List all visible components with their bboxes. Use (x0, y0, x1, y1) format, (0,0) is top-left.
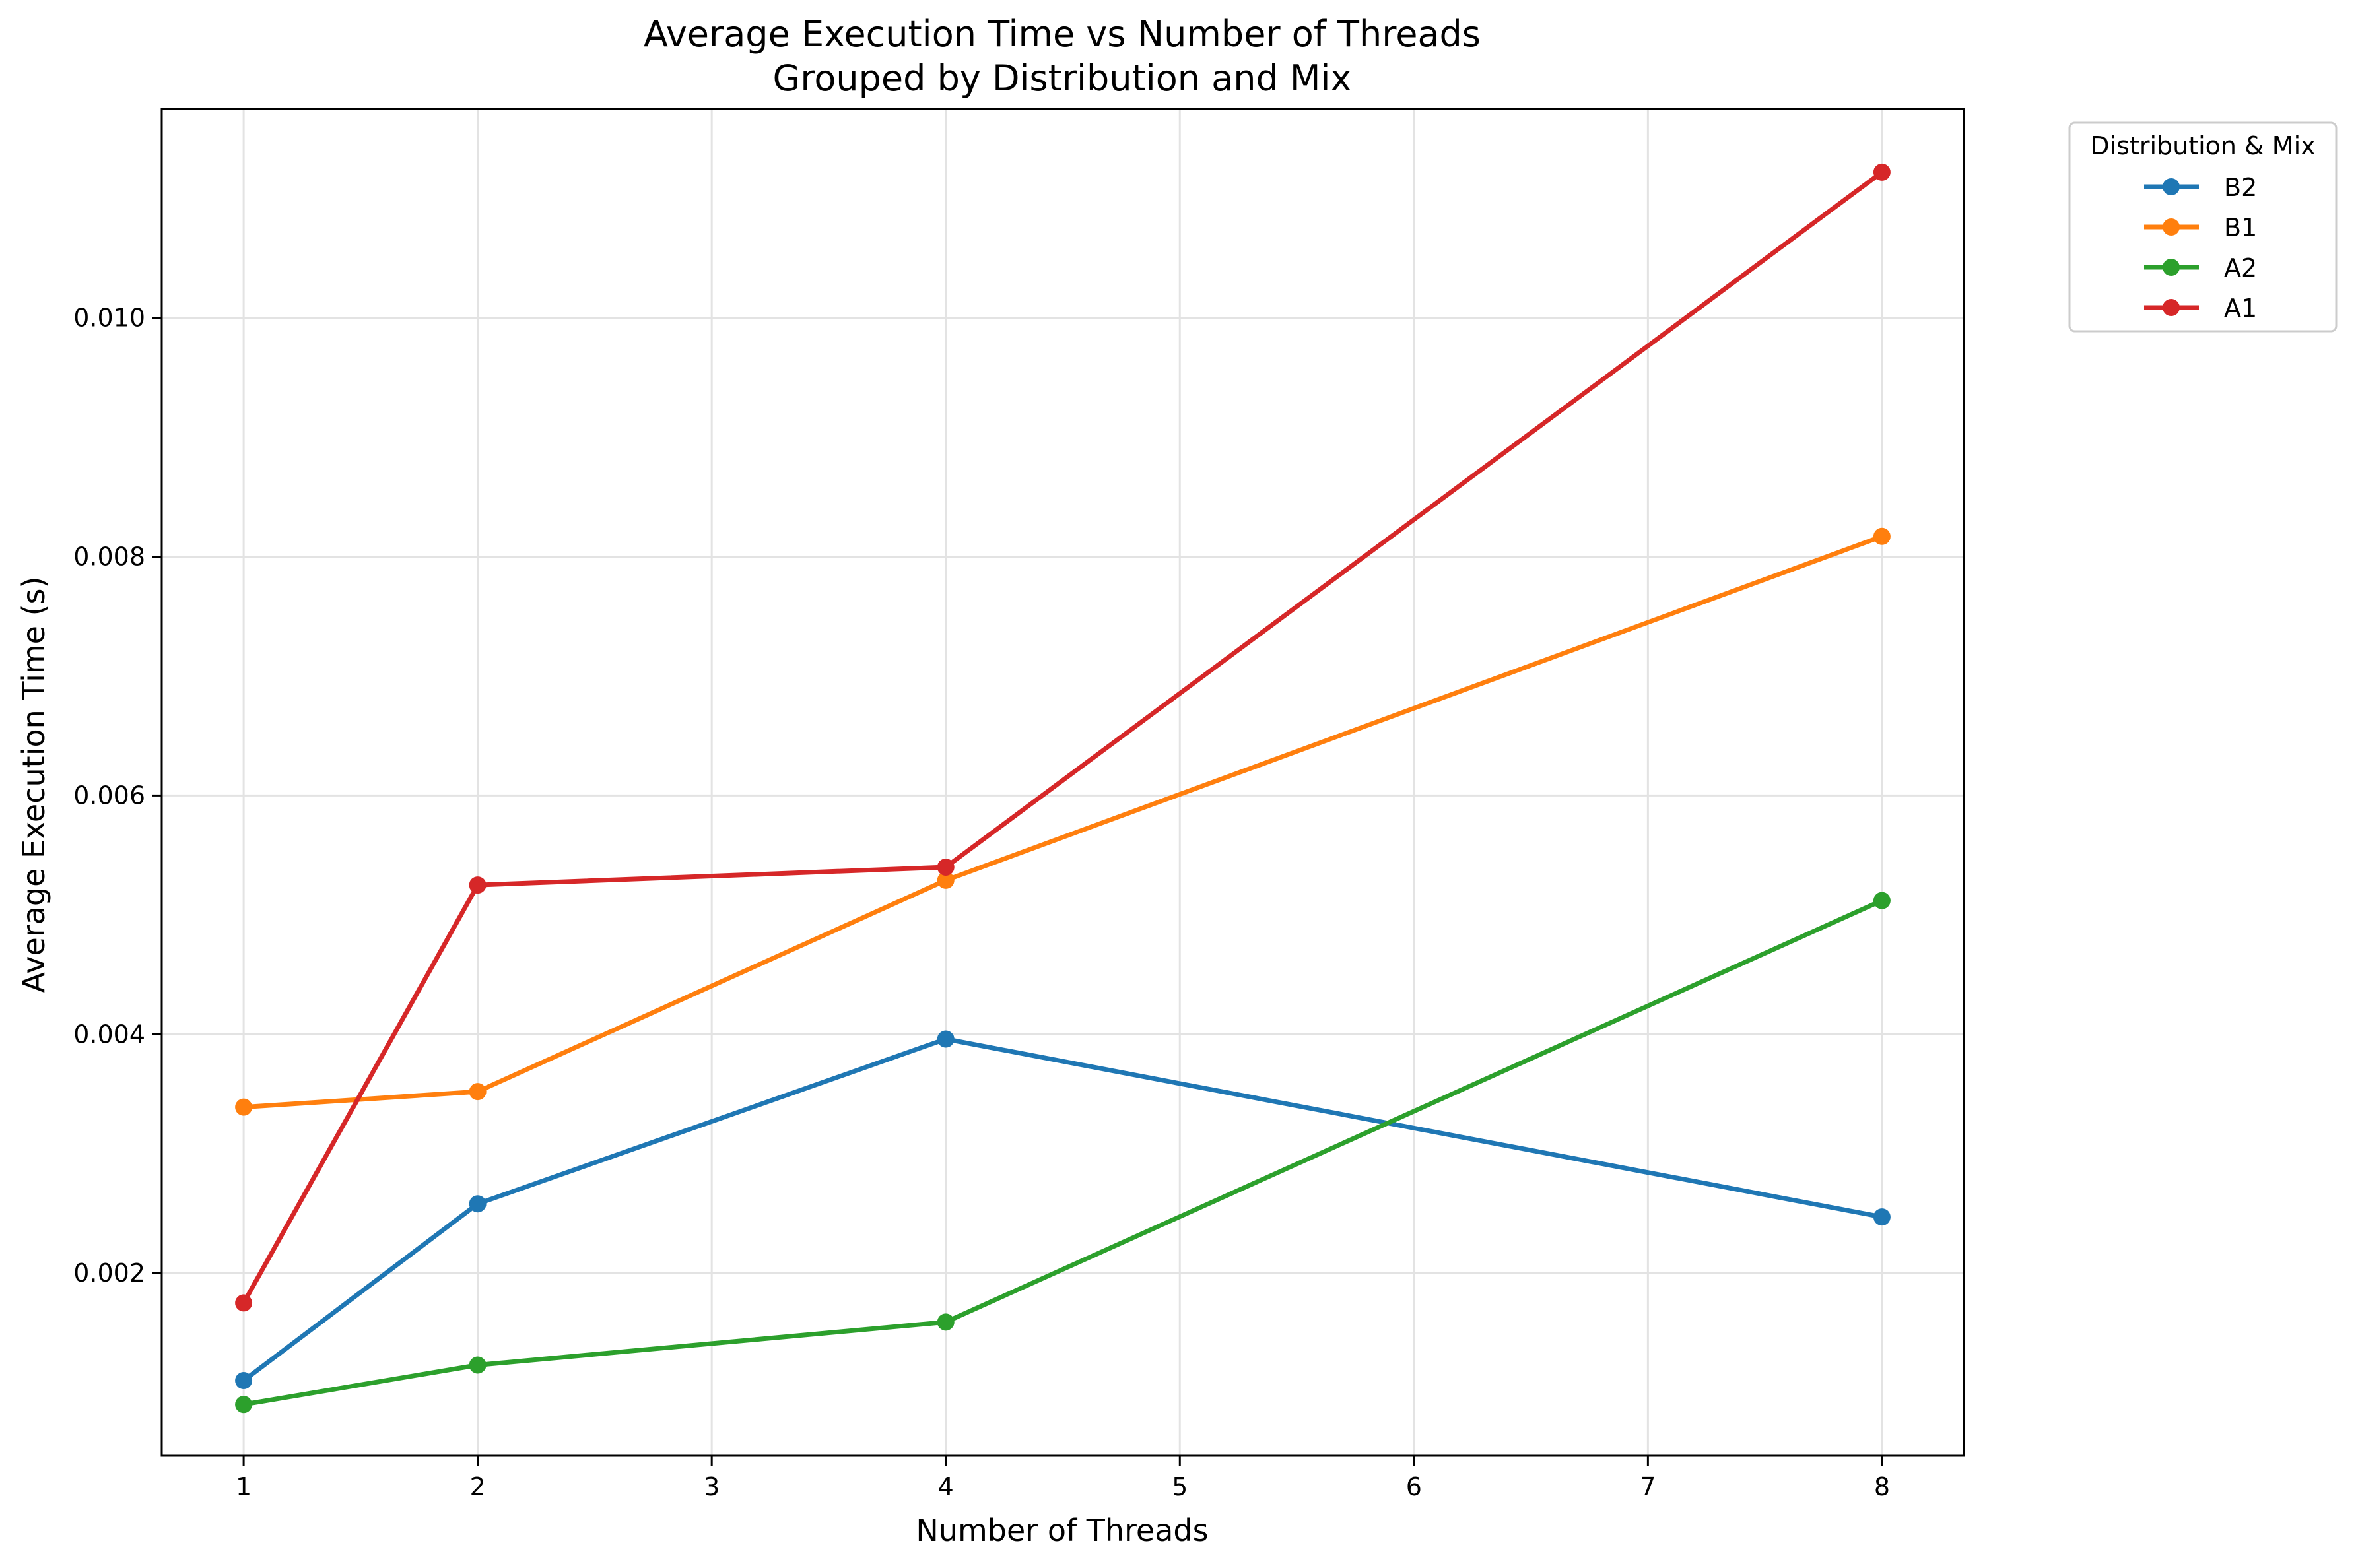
legend-swatch-marker (2163, 259, 2180, 276)
x-tick-label: 2 (470, 1472, 486, 1501)
y-tick-label: 0.010 (73, 304, 145, 333)
plot-frame (160, 108, 1965, 1457)
data-point-a2 (469, 1356, 487, 1374)
series-b2 (235, 1030, 1891, 1390)
x-tick-label: 3 (704, 1472, 720, 1501)
legend-entry-b2: B2 (2144, 173, 2257, 202)
x-tick-label: 5 (1172, 1472, 1188, 1501)
x-tick-label: 6 (1406, 1472, 1422, 1501)
y-tick-label: 0.002 (73, 1258, 145, 1288)
grid-lines (162, 109, 1964, 1456)
data-point-b1 (469, 1083, 487, 1101)
legend-entry-a2: A2 (2144, 253, 2257, 282)
legend-box (2068, 121, 2338, 333)
x-axis-label: Number of Threads (916, 1513, 1208, 1548)
series-a1 (235, 163, 1891, 1312)
legend-title: Distribution & Mix (2090, 131, 2315, 160)
legend-label: B2 (2224, 173, 2257, 202)
series-a2 (235, 892, 1891, 1414)
data-point-b2 (1873, 1208, 1891, 1226)
series-line-a1 (241, 170, 1885, 1305)
legend-label: B1 (2224, 213, 2257, 242)
chart-subtitle: Grouped by Distribution and Mix (773, 57, 1352, 99)
data-point-a1 (235, 1294, 253, 1312)
data-point-b1 (1873, 527, 1891, 545)
series-line-a2 (241, 898, 1885, 1407)
y-tick-label: 0.004 (73, 1020, 145, 1049)
data-point-a2 (1873, 892, 1891, 909)
legend-entry-a1: A1 (2144, 294, 2257, 323)
legend-label: A1 (2224, 294, 2257, 323)
legend-entries: B2 B1 A2 A1 (2144, 173, 2257, 323)
series-line-b2 (241, 1037, 1885, 1383)
y-axis-label: Average Execution Time (s) (16, 577, 51, 993)
data-point-b2 (937, 1030, 955, 1048)
data-point-a2 (937, 1313, 955, 1331)
x-tick-label: 7 (1640, 1472, 1656, 1501)
x-tick-label: 4 (938, 1472, 954, 1501)
data-point-a2 (235, 1396, 253, 1414)
data-point-b2 (469, 1195, 487, 1213)
legend-label: A2 (2224, 253, 2257, 282)
x-tick-label: 1 (236, 1472, 252, 1501)
series-line-b1 (241, 534, 1885, 1110)
data-point-b1 (235, 1098, 253, 1116)
data-point-a1 (937, 858, 955, 876)
y-tick-label: 0.008 (73, 542, 145, 572)
data-point-b1 (937, 871, 955, 889)
x-tick-label: 8 (1874, 1472, 1890, 1501)
axis-ticks: 1 2 3 4 5 6 7 8 0.002 0.004 0.006 0.008 0.010 (73, 304, 1890, 1501)
series-layer (235, 163, 1891, 1414)
data-point-a1 (469, 876, 487, 894)
legend-swatch-marker (2163, 299, 2180, 316)
data-point-b2 (235, 1372, 253, 1390)
legend: Distribution & Mix B2 B1 A2 A1 (2068, 121, 2338, 333)
series-b1 (235, 527, 1891, 1116)
data-point-a1 (1873, 163, 1891, 181)
y-tick-label: 0.006 (73, 781, 145, 810)
legend-swatch-marker (2163, 218, 2180, 236)
legend-entry-b1: B1 (2144, 213, 2257, 242)
chart-title: Average Execution Time vs Number of Thre… (644, 13, 1481, 55)
legend-swatch-marker (2163, 178, 2180, 195)
